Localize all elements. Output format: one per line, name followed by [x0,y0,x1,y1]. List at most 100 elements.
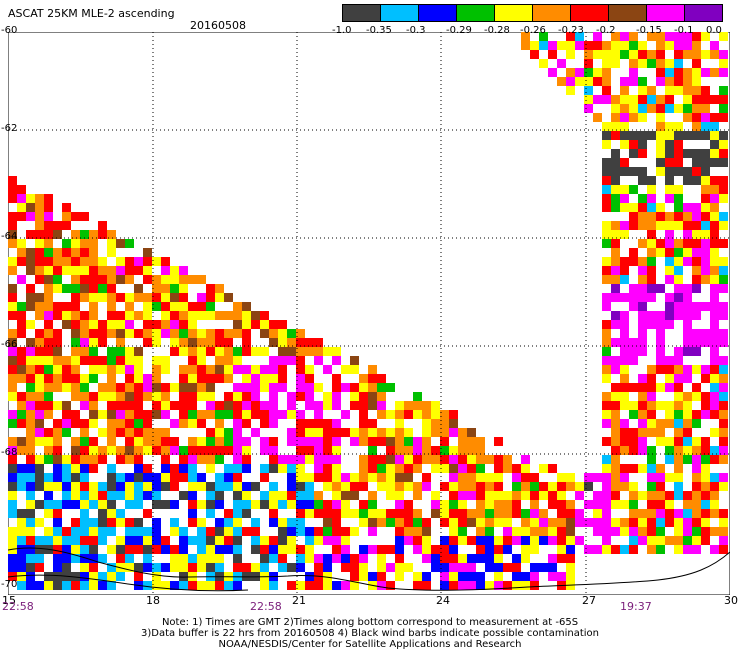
data-cell [395,545,404,554]
data-cell [656,383,665,392]
data-cell [629,113,638,122]
data-cell [665,194,674,203]
data-cell [233,347,242,356]
data-cell [125,536,134,545]
data-cell [35,482,44,491]
data-cell [629,293,638,302]
data-cell [143,383,152,392]
data-cell [98,491,107,500]
data-cell [602,356,611,365]
data-cell [35,563,44,572]
data-cell [71,347,80,356]
data-cell [89,311,98,320]
data-cell [548,563,557,572]
data-cell [80,518,89,527]
data-cell [449,482,458,491]
data-cell [656,347,665,356]
data-cell [593,77,602,86]
data-cell [98,482,107,491]
data-cell [674,536,683,545]
data-cell [638,140,647,149]
data-cell [719,149,728,158]
data-cell [341,545,350,554]
data-cell [665,32,674,41]
data-cell [647,266,656,275]
data-cell [44,248,53,257]
data-cell [305,545,314,554]
data-cell [692,158,701,167]
data-cell [269,554,278,563]
data-cell [701,131,710,140]
data-cell [692,131,701,140]
data-cell [566,536,575,545]
data-cell [215,581,224,590]
data-cell [719,482,728,491]
data-cell [710,509,719,518]
data-cell [269,446,278,455]
data-cell [494,464,503,473]
data-cell [359,383,368,392]
data-cell [296,518,305,527]
data-cell [323,554,332,563]
data-cell [719,419,728,428]
data-cell [629,464,638,473]
data-cell [314,437,323,446]
data-cell [521,527,530,536]
data-cell [620,32,629,41]
data-cell [107,500,116,509]
data-cell [656,113,665,122]
data-cell [107,284,116,293]
data-cell [107,383,116,392]
data-cell [224,527,233,536]
data-cell [269,536,278,545]
data-cell [440,563,449,572]
data-cell [611,185,620,194]
data-cell [206,329,215,338]
data-cell [602,482,611,491]
data-cell [44,374,53,383]
data-cell [683,221,692,230]
data-cell [395,446,404,455]
data-cell [602,95,611,104]
data-cell [98,230,107,239]
data-cell [89,320,98,329]
data-cell [467,428,476,437]
color-scale-label: -0.26 [520,25,546,36]
data-cell [359,473,368,482]
data-cell [377,437,386,446]
data-cell [71,473,80,482]
data-cell [665,473,674,482]
data-cell [314,356,323,365]
data-cell [215,401,224,410]
data-cell [674,437,683,446]
data-cell [566,482,575,491]
data-cell [503,563,512,572]
data-cell [602,140,611,149]
data-cell [206,392,215,401]
data-cell [656,338,665,347]
data-cell [8,563,17,572]
data-cell [602,536,611,545]
data-cell [674,50,683,59]
map-plot-area[interactable] [8,32,730,595]
data-cell [674,428,683,437]
data-cell [539,59,548,68]
data-cell [296,356,305,365]
data-cell [530,491,539,500]
data-cell [611,239,620,248]
data-cell [386,473,395,482]
data-cell [638,293,647,302]
data-cell [44,320,53,329]
data-cell [710,410,719,419]
data-cell [530,509,539,518]
data-cell [719,365,728,374]
data-cell [620,122,629,131]
data-cell [584,41,593,50]
data-cell [53,374,62,383]
data-cell [683,212,692,221]
data-cell [494,536,503,545]
data-cell [665,257,674,266]
data-cell [683,518,692,527]
data-cell [242,500,251,509]
data-cell [602,401,611,410]
